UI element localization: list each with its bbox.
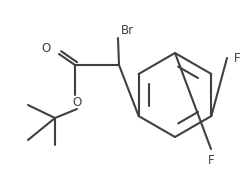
Text: O: O	[42, 42, 51, 55]
Text: F: F	[234, 52, 241, 64]
Text: Br: Br	[121, 24, 134, 36]
Text: F: F	[208, 153, 214, 166]
Text: O: O	[72, 96, 82, 109]
